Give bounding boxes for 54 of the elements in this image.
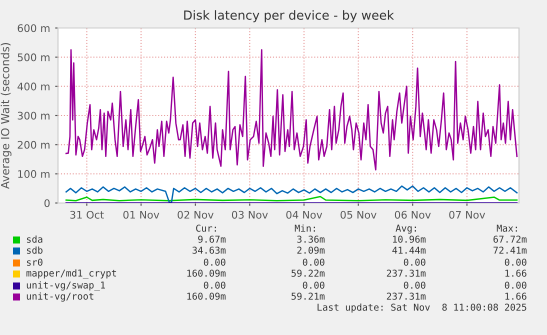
text: 237.31m xyxy=(386,292,426,300)
text: 72.41m xyxy=(494,246,527,254)
text: 10.96m xyxy=(393,236,426,243)
text: 0.00 xyxy=(404,258,426,266)
legend-label: unit-vg/swap_1 xyxy=(26,281,105,291)
text: 160.09m xyxy=(187,270,226,277)
x-tick-label: 07 Nov xyxy=(449,210,486,219)
text: 1.66 xyxy=(505,270,526,277)
legend-label: sda xyxy=(26,235,42,243)
text: 9.67m xyxy=(198,236,226,243)
text: 2.09m xyxy=(297,246,325,254)
text: 0.00 xyxy=(504,258,526,266)
legend-label: unit-vg/root xyxy=(26,292,94,302)
text: 160.09m xyxy=(187,292,226,300)
y-tick-label: 400 m xyxy=(18,82,50,90)
y-axis-title: Average IO Wait (seconds) xyxy=(0,43,12,189)
text: Avg: xyxy=(396,224,416,234)
text: 237.31m xyxy=(386,270,426,277)
y-tick-label: 500 m xyxy=(18,53,50,62)
text: 0.00 xyxy=(404,282,426,289)
text: 41.44m xyxy=(392,246,426,254)
chart-title: Disk latency per device - by week xyxy=(184,10,394,22)
legend-label: sr0 xyxy=(26,258,42,266)
y-tick-label: 300 m xyxy=(18,112,50,120)
text: 59.21m xyxy=(292,292,325,300)
y-tick-label: 200 m xyxy=(18,140,50,149)
text: 0.00 xyxy=(504,282,526,289)
text: 1.66 xyxy=(505,292,526,300)
line-series xyxy=(65,185,518,203)
y-tick-label: 600 m xyxy=(18,24,50,32)
x-tick-label: 01 Nov xyxy=(123,210,160,219)
x-tick-label: 05 Nov xyxy=(340,210,376,219)
text: 0.00 xyxy=(204,258,226,266)
x-tick-label: 04 Nov xyxy=(286,210,322,219)
y-tick-label: 0 xyxy=(44,199,50,208)
legend-label: mapper/md1_crypt xyxy=(26,269,116,279)
text: 59.22m xyxy=(292,270,325,277)
text: Min: xyxy=(294,224,315,232)
text: 0.00 xyxy=(302,258,324,266)
text: 0.00 xyxy=(302,282,324,289)
text: Max: xyxy=(496,224,517,232)
text: 67.72m xyxy=(494,236,527,243)
x-tick-label: 03 Nov xyxy=(232,210,268,219)
x-tick-label: 06 Nov xyxy=(394,210,431,219)
x-tick-label: 02 Nov xyxy=(178,210,214,219)
text: Cur: xyxy=(196,224,216,232)
line-series xyxy=(65,49,518,170)
text: 3.36m xyxy=(297,236,325,243)
text: 0.00 xyxy=(204,282,226,289)
x-tick-label: 31 Oct xyxy=(70,210,104,219)
y-tick-label: 100 m xyxy=(18,170,50,178)
text: 34.63m xyxy=(192,246,226,254)
text: Last update: Sat Nov 8 11:00:08 2025 xyxy=(318,303,526,313)
legend-label: sdb xyxy=(26,246,42,254)
